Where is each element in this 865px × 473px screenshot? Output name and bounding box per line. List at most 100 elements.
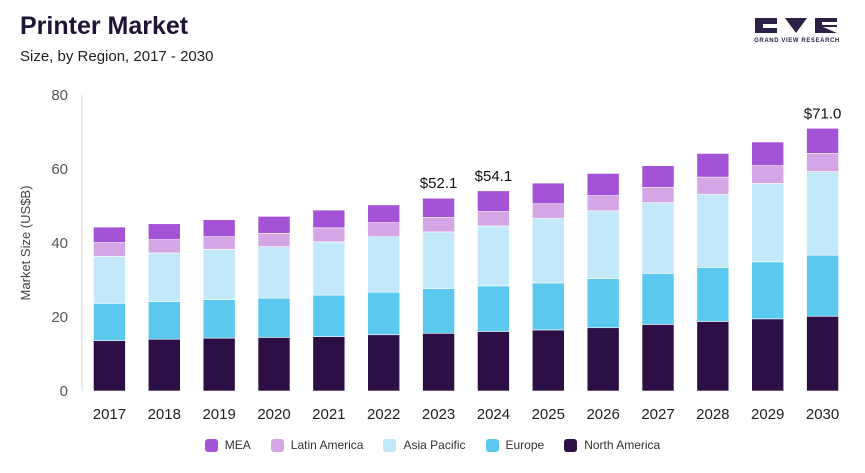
chart-subtitle: Size, by Region, 2017 - 2030 (20, 48, 214, 65)
x-tick-label: 2019 (202, 406, 235, 423)
x-tick-label: 2025 (532, 406, 565, 423)
bar-segment (422, 217, 455, 233)
bar-segment (586, 173, 620, 196)
bar-segment (696, 176, 730, 195)
x-tick-label: 2024 (477, 406, 510, 423)
bar-segment (477, 190, 510, 212)
x-tick-label: 2028 (696, 406, 729, 423)
bar-segment (586, 195, 620, 212)
bar-segment (93, 242, 126, 257)
x-tick-label: 2026 (586, 406, 619, 423)
bar-segment (531, 203, 565, 219)
bar-segment (641, 324, 675, 392)
bar-segment (422, 231, 455, 289)
bar-segment (477, 285, 510, 332)
bar-segment (531, 329, 565, 392)
x-tick-label: 2020 (257, 406, 290, 423)
bar-segment (93, 256, 126, 304)
bar-segment (531, 217, 565, 284)
legend-item: Latin America (270, 438, 364, 452)
bar-segment (531, 282, 565, 331)
legend-item: Europe (485, 438, 544, 452)
bar-segment (367, 236, 401, 293)
bar-segment (202, 248, 236, 300)
bar-segment (641, 165, 675, 188)
bar-segment (751, 165, 785, 184)
bar-segment (202, 219, 236, 238)
bar-segment (641, 202, 675, 274)
bar-segment (586, 278, 620, 329)
bar-segment (751, 141, 785, 166)
bar-segment (477, 225, 510, 287)
chart-legend: MEA Latin America Asia Pacific Europe North … (0, 438, 865, 452)
legend-item: MEA (204, 438, 251, 452)
bar-segment (147, 252, 181, 302)
bar-segment (422, 288, 455, 334)
bar-segment (367, 222, 401, 238)
bar-segment (147, 338, 181, 392)
legend-swatch (204, 438, 218, 452)
x-tick-label: 2018 (148, 406, 181, 423)
bar-segment (367, 334, 401, 392)
bar-segment (751, 318, 785, 392)
x-tick-label: 2029 (751, 406, 784, 423)
logo-text: GRAND VIEW RESEARCH (754, 38, 840, 44)
x-tick-label: 2017 (93, 406, 126, 423)
bar-segment (696, 321, 730, 392)
bar-segment (202, 299, 236, 339)
legend-swatch (564, 438, 578, 452)
data-label: $52.1 (420, 175, 458, 192)
legend-label: MEA (224, 438, 251, 452)
logo-icon (755, 18, 837, 33)
bar-segment (477, 211, 510, 227)
bar-segment (257, 233, 291, 248)
bar-segment (147, 239, 181, 254)
bar-segment (477, 331, 510, 392)
legend-label: Latin America (290, 438, 364, 452)
bar-segment (751, 183, 785, 263)
bar-segment (312, 336, 346, 392)
bar-segment (586, 327, 620, 392)
legend-swatch (270, 438, 284, 452)
bar-segment (422, 332, 455, 392)
bar-segment (312, 241, 346, 296)
y-axis-label: Market Size (US$B) (18, 186, 33, 301)
bar-segment (93, 303, 126, 341)
bar-segment (257, 216, 291, 234)
bar-segment (147, 301, 181, 340)
legend-item: North America (564, 438, 660, 452)
bar-segment (641, 273, 675, 325)
bar-segment (586, 210, 620, 279)
y-tick-label: 20 (51, 309, 68, 326)
y-tick-label: 40 (51, 235, 68, 252)
bar-segment (257, 297, 291, 338)
bar-segment (531, 182, 565, 205)
bar-segment (202, 337, 236, 392)
data-label: $54.1 (475, 168, 513, 185)
grand-view-research-logo: GRAND VIEW RESEARCH (749, 16, 845, 48)
chart-title: Printer Market (20, 12, 189, 40)
bar-segment (147, 223, 181, 240)
bar-segment (806, 128, 839, 154)
legend-item: Asia Pacific (383, 438, 466, 452)
legend-swatch (383, 438, 397, 452)
bar-segment (367, 291, 401, 336)
bar-segment (312, 294, 346, 337)
bar-segment (202, 236, 236, 250)
bar-segment (312, 227, 346, 243)
bar-segment (806, 254, 839, 317)
x-tick-label: 2022 (367, 406, 400, 423)
bar-segment (806, 153, 839, 172)
legend-label: North America (584, 438, 661, 452)
bar-segment (93, 226, 126, 243)
x-tick-label: 2021 (312, 406, 345, 423)
bar-segment (257, 246, 291, 299)
bar-segment (641, 187, 675, 203)
bar-segment (312, 209, 346, 229)
y-tick-label: 0 (60, 383, 68, 400)
bar-segment (367, 204, 401, 223)
y-tick-label: 80 (51, 87, 68, 104)
data-label: $71.0 (804, 105, 842, 122)
bar-segment (806, 171, 839, 256)
